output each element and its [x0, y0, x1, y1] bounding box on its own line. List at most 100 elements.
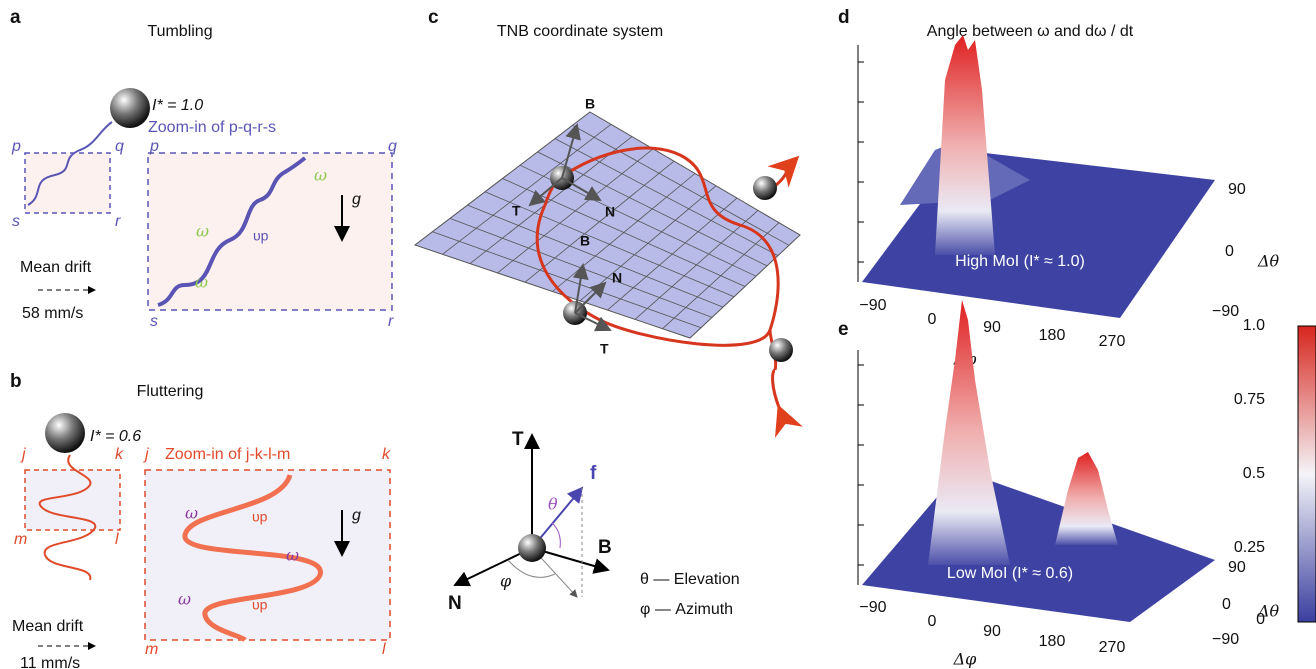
surface-peak [928, 300, 1010, 565]
axis-label: B [580, 233, 590, 249]
trajectory [771, 368, 803, 438]
velocity: υp [253, 228, 269, 244]
zoom-caption: Zoom-in of j-k-l-m [165, 446, 290, 463]
corner: m [14, 531, 27, 548]
panel-label: a [10, 7, 21, 28]
corner: k [115, 446, 124, 463]
axis-label: N [448, 593, 462, 614]
omega: ω [195, 273, 208, 292]
panel-title: Fluttering [137, 383, 204, 400]
omega: ω [196, 222, 209, 241]
y-tick-label: −90 [1212, 303, 1239, 320]
panel-a: a Tumbling I* = 1.0 Zoom-in of p-q-r-s p… [10, 7, 397, 330]
colorbar-tick: 0 [1256, 611, 1265, 628]
corner: p [11, 138, 21, 155]
legend-entry: φ — Azimuth [640, 601, 733, 618]
axis-label: N [612, 270, 622, 286]
x-axis-label: Δφ [953, 650, 978, 669]
trajectory [157, 156, 307, 307]
colorbar-tick: 0.25 [1234, 539, 1265, 556]
axis-label: T [600, 341, 609, 357]
corner: r [115, 213, 121, 230]
velocity: υp [252, 509, 268, 525]
colorbar-tick: 1.0 [1243, 317, 1265, 334]
corner: q [388, 138, 397, 155]
y-axis-label: Δθ [1257, 602, 1280, 621]
x-tick-label: 180 [1039, 327, 1066, 344]
corner: p [149, 138, 159, 155]
x-tick-label: −90 [859, 297, 886, 314]
surface-base [862, 150, 1215, 318]
small-box [24, 469, 121, 531]
corner: j [143, 446, 149, 463]
surface-base [862, 470, 1215, 622]
particle [45, 413, 85, 453]
x-tick-label: −90 [859, 599, 886, 616]
force-label: f [590, 463, 597, 484]
y-tick-label: 90 [1228, 559, 1246, 576]
panel-d: d Angle between ω and dω / dt High MoI (… [838, 7, 1280, 368]
gravity: g [352, 191, 361, 208]
colorbar: 1.0 0.75 0.5 0.25 0 [1234, 317, 1316, 628]
x-tick-label: 90 [983, 623, 1001, 640]
x-tick-label: 90 [983, 319, 1001, 336]
drift-speed: 58 mm/s [22, 305, 83, 322]
legend-entry: θ — Elevation [640, 571, 740, 588]
y-tick-label: 0 [1222, 596, 1231, 613]
x-tick-label: 0 [928, 613, 937, 630]
colorbar-scale [1297, 325, 1316, 623]
panel-title: Tumbling [147, 23, 212, 40]
z-ticks [858, 61, 864, 263]
x-tick-label: 180 [1039, 633, 1066, 650]
panel-title: TNB coordinate system [497, 23, 663, 40]
particle [753, 176, 777, 200]
corner: l [115, 531, 119, 548]
theta-label: θ [548, 495, 558, 514]
inertia: I* = 1.0 [152, 97, 203, 114]
coordinate-diagram [453, 433, 610, 598]
particle [769, 338, 793, 362]
corner: s [150, 313, 158, 330]
x-tick-label: 0 [928, 311, 937, 328]
panel-title: Angle between ω and dω / dt [927, 23, 1134, 40]
grid-line [432, 231, 702, 329]
grid-line [607, 197, 738, 311]
colorbar-tick: 0.5 [1243, 465, 1265, 482]
particle [110, 88, 150, 128]
omega: ω [178, 590, 191, 609]
axis-label: B [598, 537, 612, 558]
omega: ω [314, 166, 327, 185]
x-tick-label: 270 [1099, 333, 1126, 350]
grid-line [484, 191, 735, 298]
gravity: g [352, 507, 361, 524]
drift-speed: 11 mm/s [20, 655, 80, 669]
grid-line [634, 210, 759, 320]
y-axis-label: Δθ [1257, 252, 1280, 271]
trajectory [182, 474, 323, 643]
x-tick-label: 270 [1099, 639, 1126, 656]
panel-b: b Fluttering I* = 0.6 j k m l Zoom-in of… [10, 371, 391, 669]
tnb-frames [528, 123, 612, 332]
y-tick-label: 0 [1225, 243, 1234, 260]
y-tick-label: 90 [1228, 181, 1246, 198]
corner: j [20, 446, 26, 463]
panel-label: d [838, 7, 850, 28]
axis-label: T [512, 203, 521, 219]
omega: ω [185, 504, 198, 523]
axis-label: N [605, 204, 615, 220]
trajectory [38, 454, 97, 581]
panel-label: e [838, 319, 849, 340]
corner: r [388, 313, 394, 330]
drift-label: Mean drift [20, 259, 92, 276]
plane-grid [432, 123, 790, 329]
inertia: I* = 0.6 [90, 428, 141, 445]
zoom-caption: Zoom-in of p-q-r-s [148, 119, 276, 136]
surface-peak [1055, 452, 1118, 545]
trajectory [535, 146, 780, 347]
annotation: Low MoI (I* ≈ 0.6) [947, 565, 1073, 582]
corner: l [382, 641, 386, 658]
velocity: υp [252, 597, 268, 613]
corner: s [12, 213, 20, 230]
corner: k [382, 446, 391, 463]
